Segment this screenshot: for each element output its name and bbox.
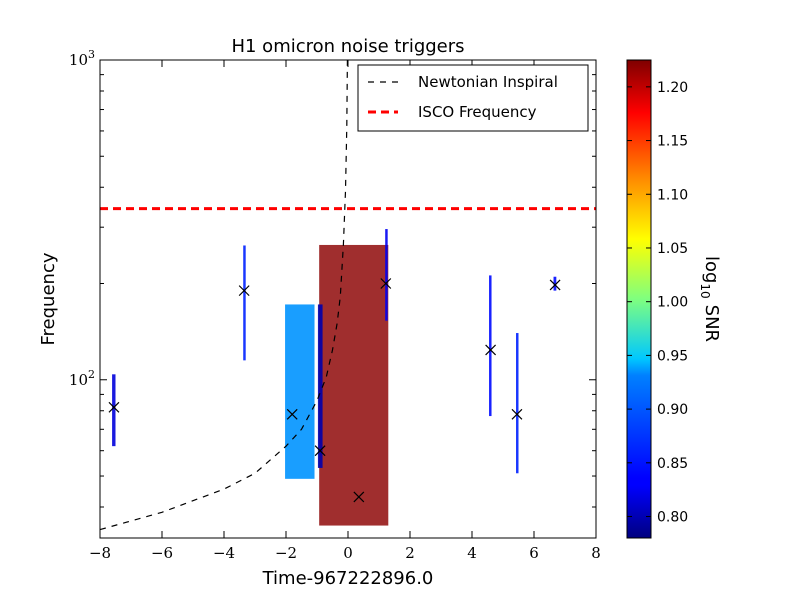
legend-label-isco: ISCO Frequency <box>418 103 537 121</box>
trigger-tile <box>553 276 557 291</box>
colorbar-tick-label: 1.05 <box>657 241 688 257</box>
colorbar-label-subscript: 10 <box>698 283 712 298</box>
y-tick-label-base: 10 <box>69 51 88 69</box>
x-tick-label: 8 <box>591 544 601 562</box>
chart-title: H1 omicron noise triggers <box>231 36 464 57</box>
colorbar-label-log: log <box>701 256 722 283</box>
colorbar-tick-label: 1.15 <box>657 134 688 150</box>
colorbar-ticks: 0.80 0.85 0.90 0.95 1.00 1.05 1.10 1.15 1.20 <box>627 80 688 526</box>
y-tick-label: 103 <box>69 48 95 69</box>
trigger-tile <box>516 333 519 474</box>
trigger-peak-marker <box>511 408 523 420</box>
colorbar-tick-label: 0.95 <box>657 348 688 364</box>
y-tick-label-base: 10 <box>69 371 88 389</box>
trigger-tile <box>385 229 388 321</box>
colorbar-gradient <box>626 59 652 539</box>
colorbar-tick-label: 1.20 <box>657 80 688 96</box>
colorbar-label-snr: SNR <box>701 305 722 342</box>
legend-box <box>357 64 589 132</box>
colorbar-tick-label: 0.85 <box>657 456 688 472</box>
x-tick-label: −2 <box>275 544 297 562</box>
y-tick-label: 102 <box>69 368 95 389</box>
trigger-peak-marker <box>549 279 561 291</box>
data-layer <box>100 60 596 531</box>
trigger-peak-marker <box>353 491 365 503</box>
trigger-peak-marker <box>286 408 298 420</box>
legend: Newtonian Inspiral ISCO Frequency <box>357 64 589 132</box>
x-tick-label: −6 <box>151 544 173 562</box>
colorbar: 0.80 0.85 0.90 0.95 1.00 1.05 1.10 1.15 1.20 log… <box>626 59 722 539</box>
trigger-tile <box>317 304 323 468</box>
y-tick-label-exponent: 3 <box>88 48 95 61</box>
trigger-peak-marker <box>485 344 497 356</box>
x-tick-label: 0 <box>343 544 353 562</box>
trigger-tile <box>112 374 116 447</box>
newtonian-inspiral-line <box>100 60 348 531</box>
trigger-tile <box>243 245 246 361</box>
colorbar-tick-label: 0.80 <box>657 510 688 526</box>
x-tick-label: 6 <box>529 544 539 562</box>
trigger-tile <box>319 244 389 526</box>
colorbar-label: log10 SNR <box>698 256 722 342</box>
trigger-peak-marker <box>380 278 392 289</box>
x-axis-label: Time-967222896.0 <box>262 568 434 589</box>
colorbar-tick-label: 1.10 <box>657 187 688 203</box>
x-tick-label: 2 <box>405 544 415 562</box>
trigger-peak-marker <box>314 445 326 457</box>
colorbar-tick-label: 0.90 <box>657 402 688 418</box>
trigger-tile <box>285 304 315 479</box>
trigger-tile <box>489 275 492 417</box>
x-tick-label: −4 <box>213 544 235 562</box>
colorbar-tick-label: 1.00 <box>657 295 688 311</box>
y-tick-label-exponent: 2 <box>88 368 95 381</box>
trigger-peak-marker <box>238 285 250 297</box>
trigger-peak-marker <box>108 401 120 413</box>
y-axis-label: Frequency <box>38 252 59 345</box>
x-tick-label: −8 <box>89 544 111 562</box>
x-tick-label: 4 <box>467 544 477 562</box>
legend-label-newtonian: Newtonian Inspiral <box>418 73 558 91</box>
